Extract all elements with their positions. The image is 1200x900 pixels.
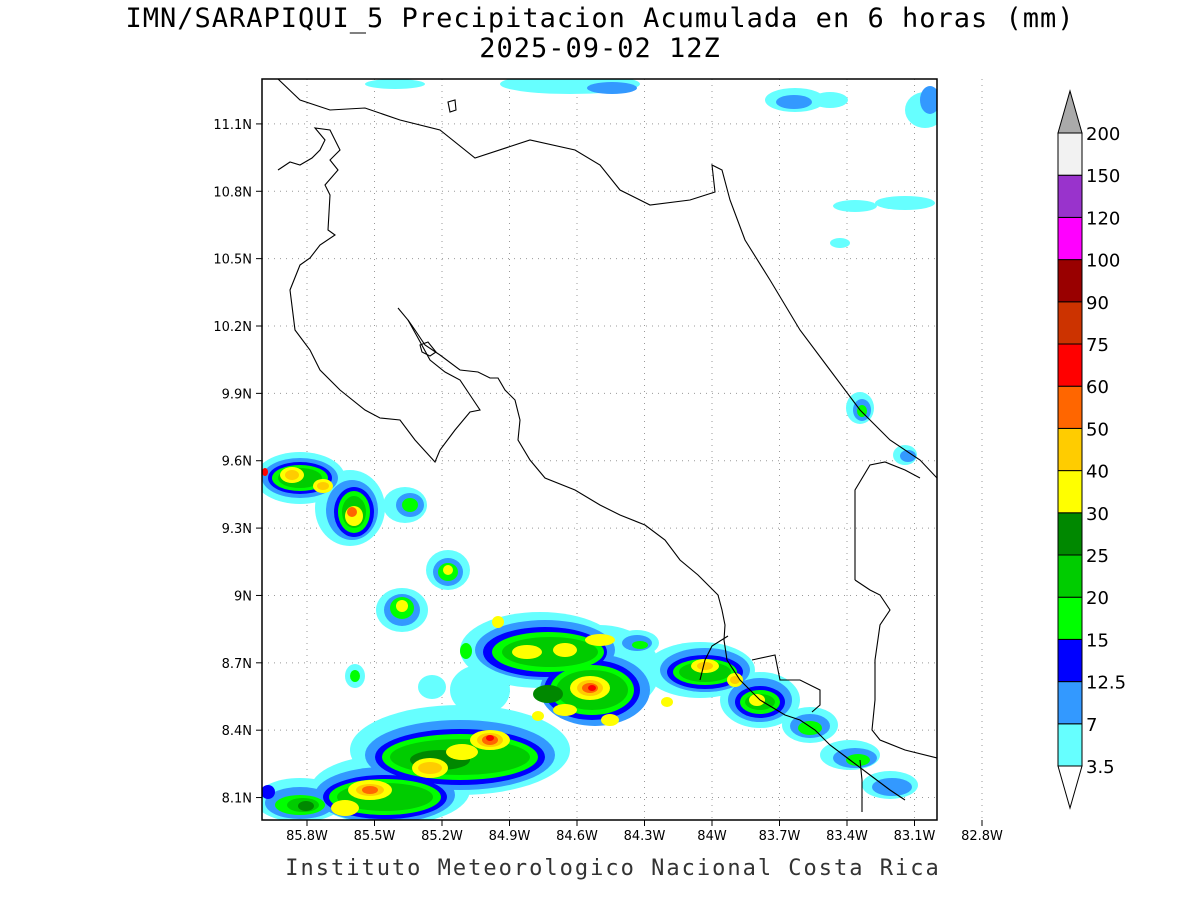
colorbar-top-arrow	[1057, 89, 1083, 134]
colorbar-label: 3.5	[1086, 757, 1115, 778]
lon-tick-label: 83.4W	[826, 829, 868, 844]
colorbar: 3.5 7 12.5 15 20 25 30 40 50 60 75 90 100 120 150 200	[1057, 89, 1126, 810]
colorbar-label: 90	[1086, 293, 1109, 314]
lon-tick-label: 84.6W	[556, 829, 598, 844]
longitude-axis: 85.8W 85.5W 85.2W 84.9W 84.6W 84.3W 84W 83.7W 83…	[286, 820, 1003, 844]
colorbar-label: 50	[1086, 419, 1109, 440]
colorbar-swatch	[1057, 427, 1083, 472]
lat-tick-label: 9N	[234, 589, 252, 604]
colorbar-swatch	[1057, 512, 1083, 556]
map-title: IMN/SARAPIQUI_5 Precipitacion Acumulada …	[125, 3, 1075, 34]
lat-tick-label: 10.2N	[213, 320, 252, 335]
lat-tick-label: 11.1N	[213, 118, 252, 133]
colorbar-label: 25	[1086, 546, 1109, 567]
lat-tick-label: 9.9N	[222, 387, 252, 402]
colorbar-swatch	[1057, 216, 1083, 261]
lat-tick-label: 8.4N	[222, 724, 252, 739]
lon-tick-label: 83.7W	[759, 829, 801, 844]
lat-tick-label: 10.8N	[213, 185, 252, 200]
colorbar-label: 7	[1086, 715, 1097, 736]
colorbar-label: 15	[1086, 630, 1109, 651]
colorbar-swatch	[1057, 681, 1083, 725]
lat-tick-label: 10.5N	[213, 253, 252, 268]
colorbar-swatch	[1057, 596, 1083, 640]
lon-tick-label: 85.8W	[286, 829, 328, 844]
colorbar-swatch	[1057, 470, 1083, 514]
lon-tick-label: 84W	[697, 829, 727, 844]
lat-tick-label: 9.3N	[222, 522, 252, 537]
precip-level-60	[262, 468, 596, 741]
colorbar-label: 20	[1086, 588, 1109, 609]
lon-tick-label: 84.3W	[624, 829, 666, 844]
colorbar-swatch	[1057, 343, 1083, 387]
lon-tick-label: 82.8W	[961, 829, 1003, 844]
colorbar-label: 100	[1086, 251, 1120, 272]
colorbar-swatch	[1057, 554, 1083, 598]
lon-tick-label: 84.9W	[489, 829, 531, 844]
colorbar-label: 30	[1086, 504, 1109, 525]
colorbar-label: 40	[1086, 462, 1109, 483]
lat-tick-label: 9.6N	[222, 455, 252, 470]
coastlines	[277, 79, 937, 812]
lon-tick-label: 83.1W	[894, 829, 936, 844]
lon-tick-label: 85.2W	[421, 829, 463, 844]
colorbar-bottom-arrow	[1057, 765, 1083, 810]
colorbar-label: 200	[1086, 124, 1120, 145]
colorbar-label: 120	[1086, 208, 1120, 229]
colorbar-swatch	[1057, 174, 1083, 218]
lat-tick-label: 8.1N	[222, 792, 252, 807]
colorbar-swatch	[1057, 132, 1083, 176]
colorbar-swatch	[1057, 259, 1083, 303]
colorbar-label: 12.5	[1086, 673, 1126, 694]
colorbar-label: 150	[1086, 166, 1120, 187]
latitude-axis: 8.1N 8.4N 8.7N 9N 9.3N 9.6N 9.9N 10.2N 10.5N 10.8…	[213, 118, 262, 807]
precipitation-field	[262, 79, 937, 820]
colorbar-swatch	[1057, 723, 1083, 767]
colorbar-swatch	[1057, 638, 1083, 683]
map-subtitle-date: 2025-09-02 12Z	[479, 33, 721, 64]
colorbar-swatch	[1057, 385, 1083, 429]
lat-tick-label: 8.7N	[222, 657, 252, 672]
footer-credit: Instituto Meteorologico Nacional Costa R…	[285, 856, 941, 881]
colorbar-label: 60	[1086, 377, 1109, 398]
colorbar-swatch	[1057, 301, 1083, 345]
colorbar-label: 75	[1086, 335, 1109, 356]
lon-tick-label: 85.5W	[354, 829, 396, 844]
plot-frame	[261, 78, 938, 821]
